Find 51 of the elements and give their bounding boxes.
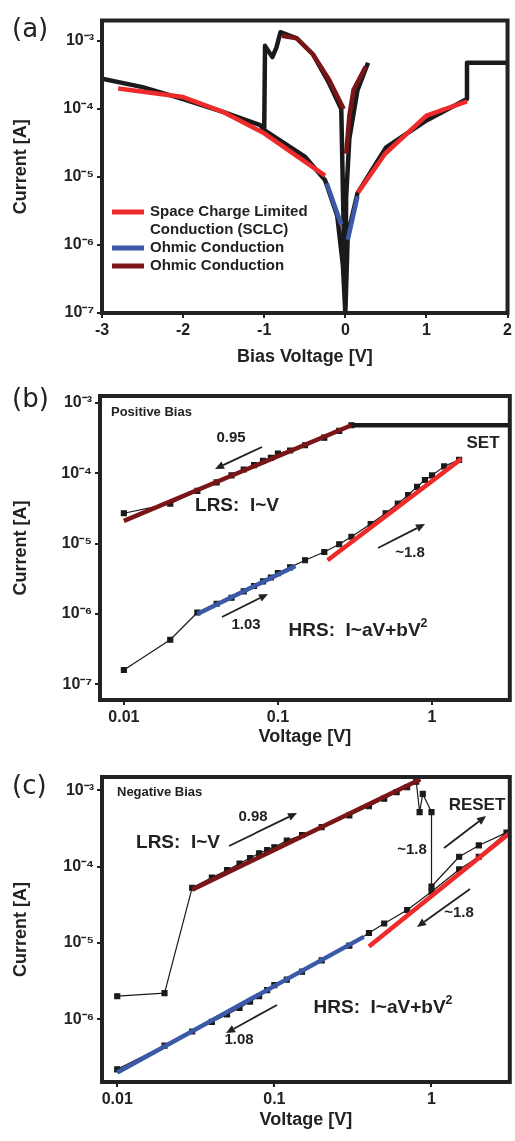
y-tick-label: 10⁻⁷ — [64, 303, 94, 321]
y-axis-title: Current [A] — [9, 119, 30, 215]
y-tick-label: 10⁻⁴ — [63, 99, 95, 117]
annotation: 1.03 — [231, 615, 261, 633]
legend-label: Space Charge Limited Conduction (SCLC) — [150, 202, 308, 238]
x-tick-label: 0 — [340, 321, 350, 339]
y-tick-label: 10⁻⁶ — [61, 604, 92, 622]
x-tick-label: 2 — [503, 321, 513, 339]
chart-title: (b) — [12, 382, 49, 413]
annotation: RESET — [448, 794, 506, 814]
y-axis-title: Current [A] — [9, 882, 30, 977]
x-tick-label: -1 — [257, 321, 272, 339]
x-tick-label: 0.1 — [266, 708, 290, 726]
y-tick-label: 10⁻³ — [65, 31, 94, 49]
annotation: ~1.8 — [395, 543, 425, 561]
annotation: 0.98 — [238, 807, 268, 825]
y-tick-label: 10⁻⁵ — [63, 933, 94, 951]
x-axis-title: Bias Voltage [V] — [236, 346, 373, 367]
x-tick-label: -2 — [175, 321, 191, 339]
x-tick-label: 1 — [427, 708, 437, 726]
legend-label: Ohmic Conduction — [150, 256, 285, 274]
y-axis-title: Current [A] — [9, 500, 30, 596]
y-tick-label: 10⁻⁴ — [61, 463, 93, 481]
annotation: Negative Bias — [117, 783, 203, 799]
y-tick-label: 10⁻⁷ — [62, 674, 92, 692]
y-tick-label: 10⁻⁵ — [63, 167, 94, 185]
y-tick-label: 10⁻⁶ — [63, 1009, 94, 1027]
y-tick-label: 10⁻⁴ — [63, 857, 95, 875]
annotation: LRS: I~V — [195, 494, 280, 516]
chart-title: (a) — [12, 12, 49, 43]
y-tick-label: 10⁻³ — [63, 393, 92, 411]
x-tick-label: 1 — [427, 1090, 437, 1108]
annotation: Positive Bias — [111, 403, 192, 419]
annotation: 1.08 — [224, 1030, 254, 1048]
chart-title: (c) — [12, 769, 47, 800]
annotation: 0.95 — [216, 428, 246, 446]
annotation: ~1.8 — [444, 903, 474, 921]
y-tick-label: 10⁻³ — [65, 780, 94, 798]
x-axis-title: Voltage [V] — [259, 1109, 353, 1130]
y-tick-label: 10⁻⁶ — [63, 235, 94, 253]
annotation: SET — [466, 432, 501, 452]
x-tick-label: 1 — [421, 321, 431, 339]
y-tick-label: 10⁻⁵ — [61, 534, 92, 552]
x-tick-label: 0.1 — [263, 1090, 286, 1108]
x-tick-label: 0.01 — [108, 708, 140, 726]
x-tick-label: 0.01 — [101, 1090, 133, 1108]
legend-label: Ohmic Conduction — [150, 238, 285, 256]
annotation: LRS: I~V — [136, 831, 221, 853]
annotation: ~1.8 — [397, 840, 427, 858]
x-axis-title: Voltage [V] — [258, 726, 352, 747]
x-tick-label: -3 — [94, 321, 110, 339]
